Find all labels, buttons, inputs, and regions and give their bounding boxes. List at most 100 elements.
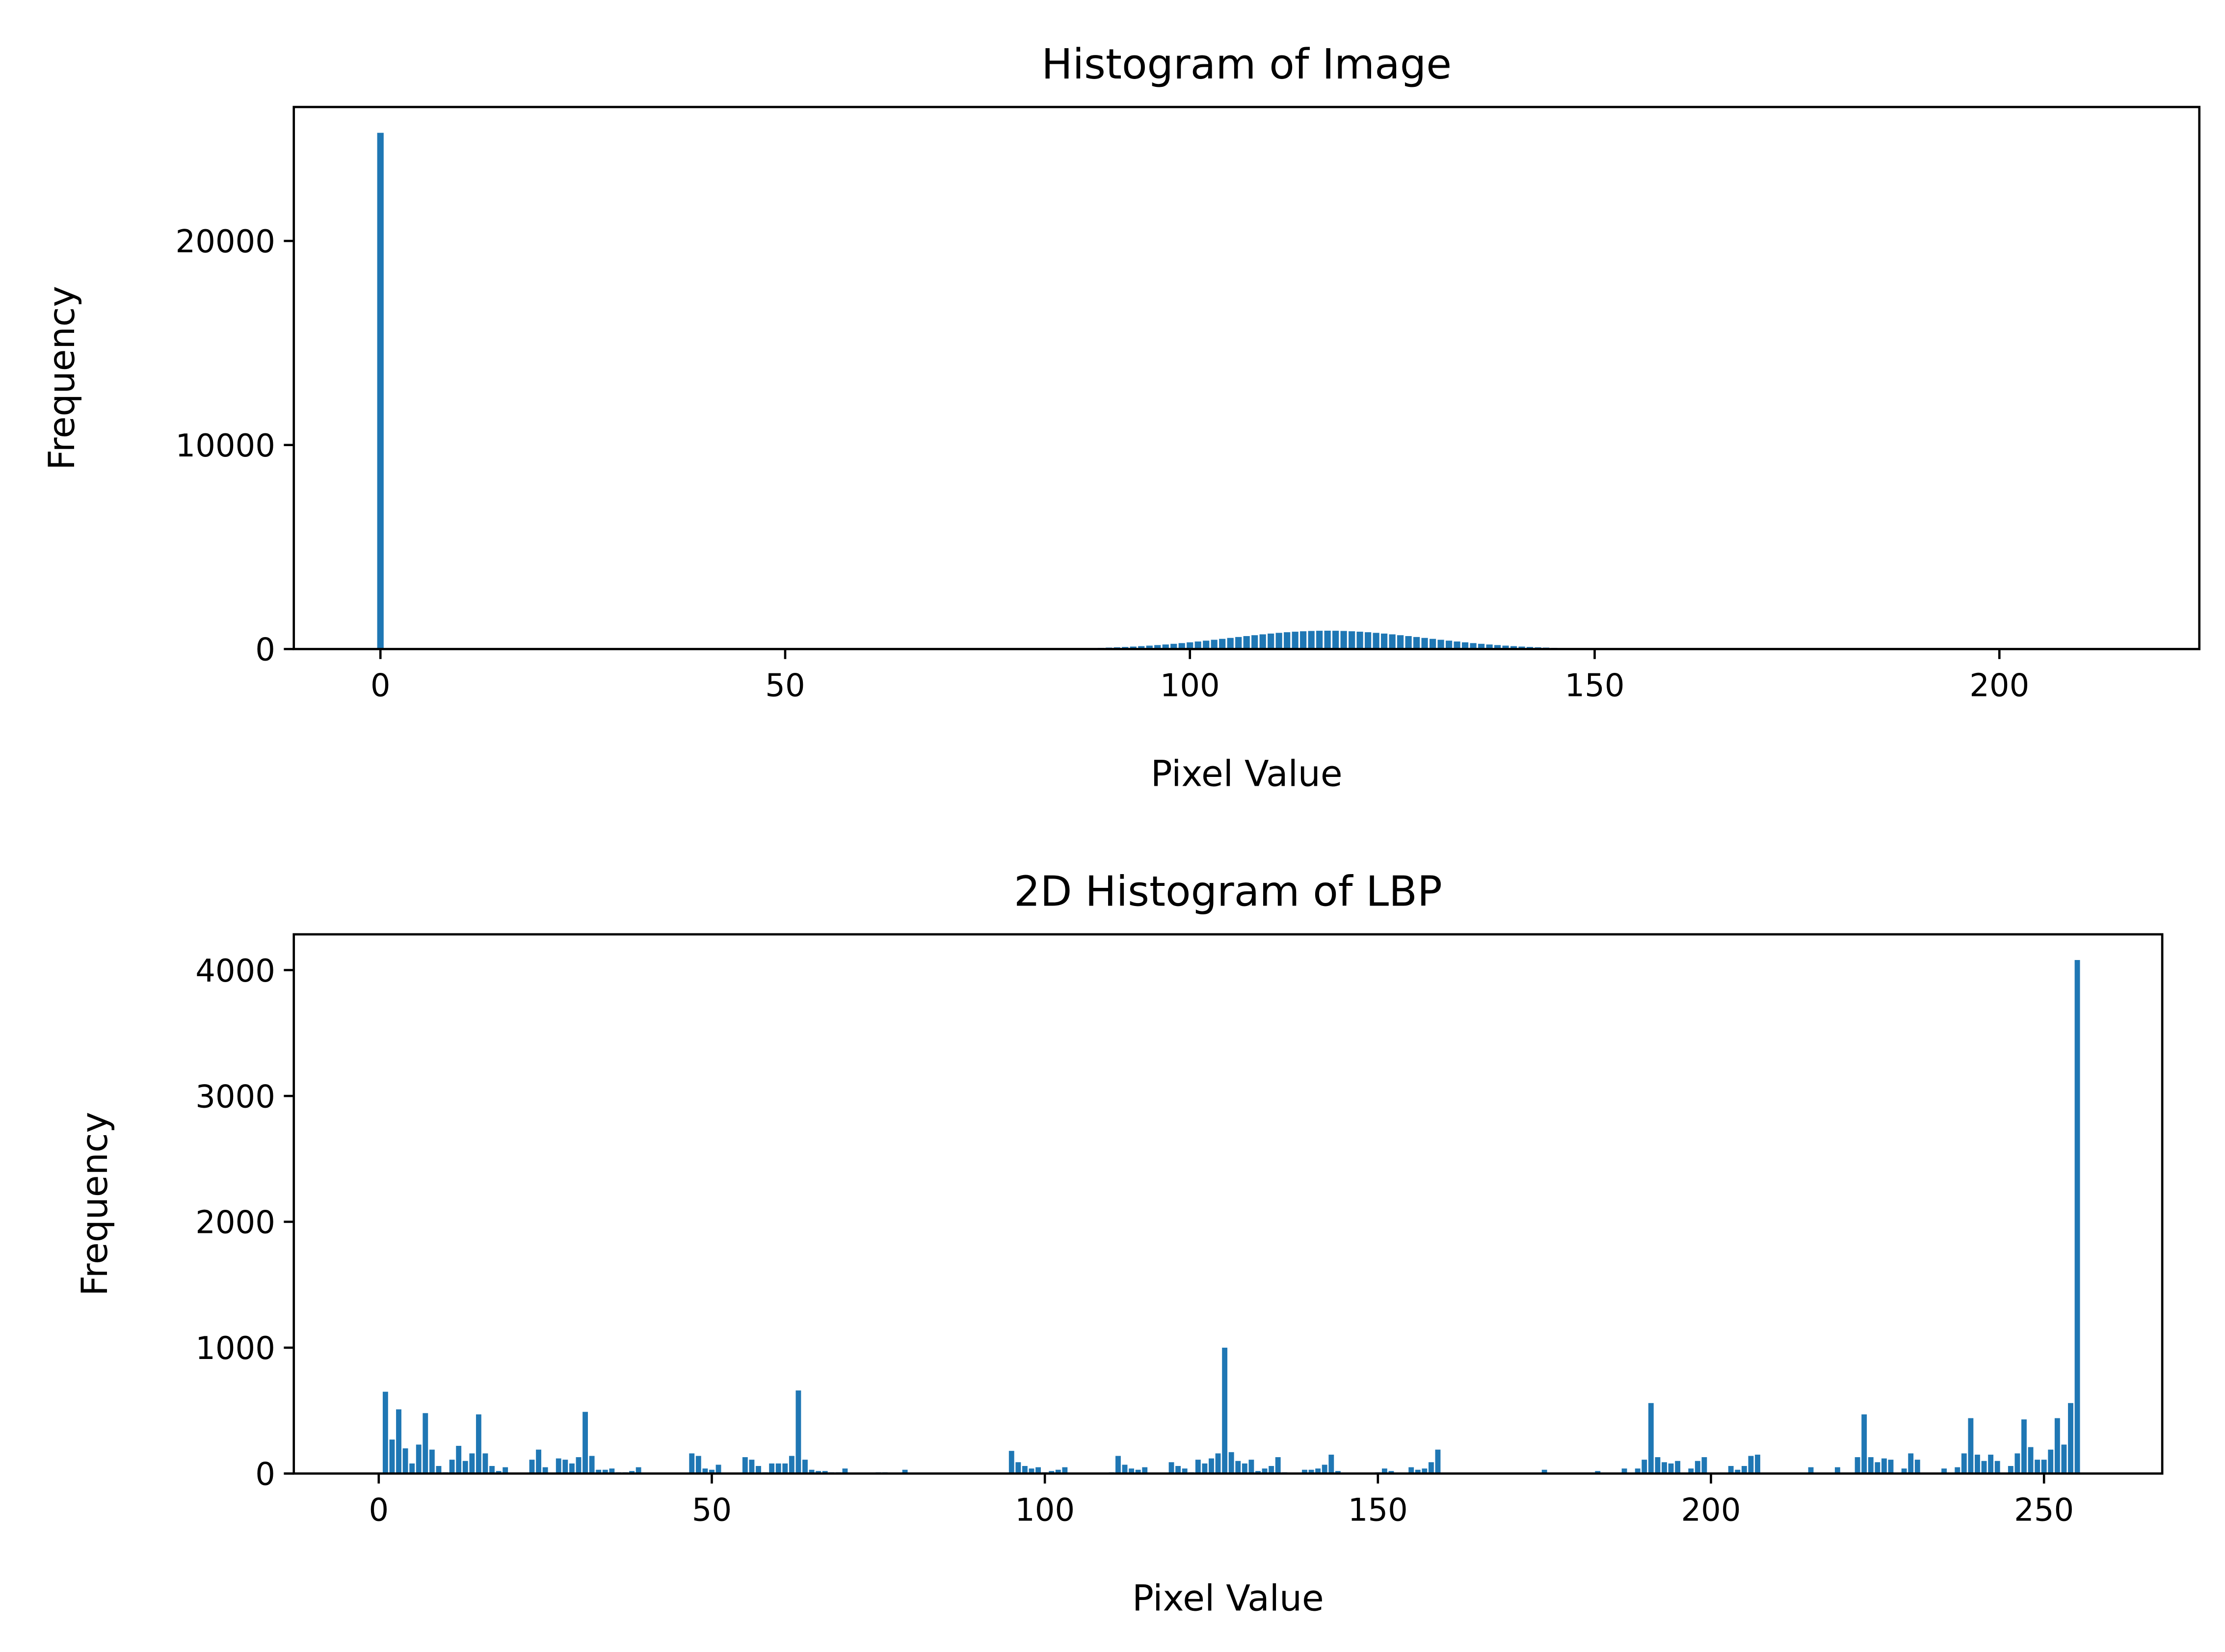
bar	[1215, 1453, 1221, 1474]
bar	[1203, 640, 1210, 649]
bar	[1662, 1462, 1667, 1474]
x-axis-label: Pixel Value	[1132, 1578, 1324, 1619]
bar	[536, 1449, 541, 1474]
bar	[583, 1412, 588, 1474]
x-tick-label: 200	[1681, 1492, 1741, 1528]
bar	[1135, 1469, 1141, 1474]
bar	[1182, 1468, 1188, 1474]
bar	[589, 1456, 595, 1474]
bar	[436, 1465, 442, 1474]
bar	[629, 1471, 635, 1474]
bar	[1015, 1462, 1021, 1474]
bar	[377, 133, 384, 649]
bar	[1541, 1469, 1547, 1474]
bar	[1502, 645, 1509, 649]
bar	[596, 1469, 602, 1474]
bar	[2021, 1419, 2027, 1474]
bar	[2068, 1403, 2073, 1474]
bar	[1268, 633, 1274, 649]
bar	[1142, 1467, 1148, 1474]
bar	[1381, 1468, 1387, 1474]
bar	[1262, 1468, 1268, 1474]
bar	[602, 1469, 608, 1474]
bar	[1941, 1468, 1947, 1474]
bar	[1688, 1468, 1694, 1474]
y-tick-label: 0	[255, 632, 275, 668]
bar	[449, 1460, 455, 1474]
bar	[1901, 1468, 1907, 1474]
bar	[1405, 636, 1412, 649]
bar	[1888, 1460, 1894, 1474]
bar	[1914, 1460, 1920, 1474]
bar	[1194, 641, 1201, 649]
bar	[1655, 1457, 1661, 1474]
bar	[482, 1453, 488, 1474]
bar	[1695, 1461, 1700, 1474]
bar	[542, 1467, 548, 1474]
y-axis-label: Frequency	[42, 286, 83, 470]
bar	[1349, 631, 1355, 649]
bar	[1421, 638, 1428, 649]
bar	[1518, 646, 1525, 649]
bar	[842, 1468, 848, 1474]
bar	[1168, 1462, 1174, 1474]
bar	[1251, 635, 1258, 649]
bar	[1235, 1461, 1241, 1474]
bar	[1445, 640, 1453, 649]
bar	[1875, 1462, 1881, 1474]
bar	[423, 1413, 428, 1474]
bar	[802, 1460, 808, 1474]
bar	[1335, 1471, 1341, 1474]
y-tick-label: 2000	[195, 1205, 275, 1241]
bar	[1365, 632, 1372, 649]
bar	[409, 1463, 415, 1474]
bar	[1275, 633, 1282, 649]
bar	[1243, 636, 1250, 649]
bar	[1146, 645, 1153, 649]
x-tick-label: 0	[369, 1492, 389, 1528]
bar	[1356, 632, 1363, 649]
bar	[1300, 631, 1307, 649]
bar	[1868, 1457, 1874, 1474]
bar	[756, 1465, 761, 1474]
y-tick-label: 1000	[195, 1331, 275, 1367]
bar	[1275, 1457, 1281, 1474]
bar	[822, 1471, 828, 1474]
bar	[1961, 1453, 1967, 1474]
bar	[689, 1453, 695, 1474]
bar	[1029, 1468, 1034, 1474]
chart-title: Histogram of Image	[1041, 40, 1452, 88]
bar	[1211, 639, 1218, 649]
x-tick-label: 150	[1348, 1492, 1408, 1528]
bar	[1324, 631, 1331, 649]
bar	[1494, 645, 1501, 649]
bar	[2035, 1460, 2040, 1474]
bar	[1170, 643, 1177, 649]
bar	[1284, 632, 1291, 649]
bar	[2054, 1418, 2060, 1474]
bar	[1222, 1347, 1228, 1474]
x-tick-label: 50	[765, 667, 805, 704]
bar	[1308, 631, 1315, 649]
y-axis-label: Frequency	[75, 1112, 116, 1296]
bar	[1728, 1465, 1734, 1474]
bar	[1022, 1465, 1028, 1474]
y-tick-label: 0	[255, 1457, 275, 1493]
bar	[1259, 634, 1266, 649]
bar	[562, 1460, 568, 1474]
x-tick-label: 100	[1015, 1492, 1075, 1528]
bar	[742, 1457, 748, 1474]
x-tick-label: 150	[1564, 667, 1624, 704]
bar	[1429, 639, 1436, 649]
bar	[1035, 1467, 1041, 1474]
bar	[1389, 634, 1396, 649]
chart-title: 2D Histogram of LBP	[1014, 868, 1442, 916]
axes-frame	[292, 106, 2201, 650]
bar	[702, 1468, 708, 1474]
bar	[1486, 644, 1493, 649]
bar	[569, 1463, 575, 1474]
bar	[1138, 646, 1145, 649]
bar	[429, 1449, 435, 1474]
bar	[1235, 637, 1242, 649]
bar	[1854, 1457, 1860, 1474]
